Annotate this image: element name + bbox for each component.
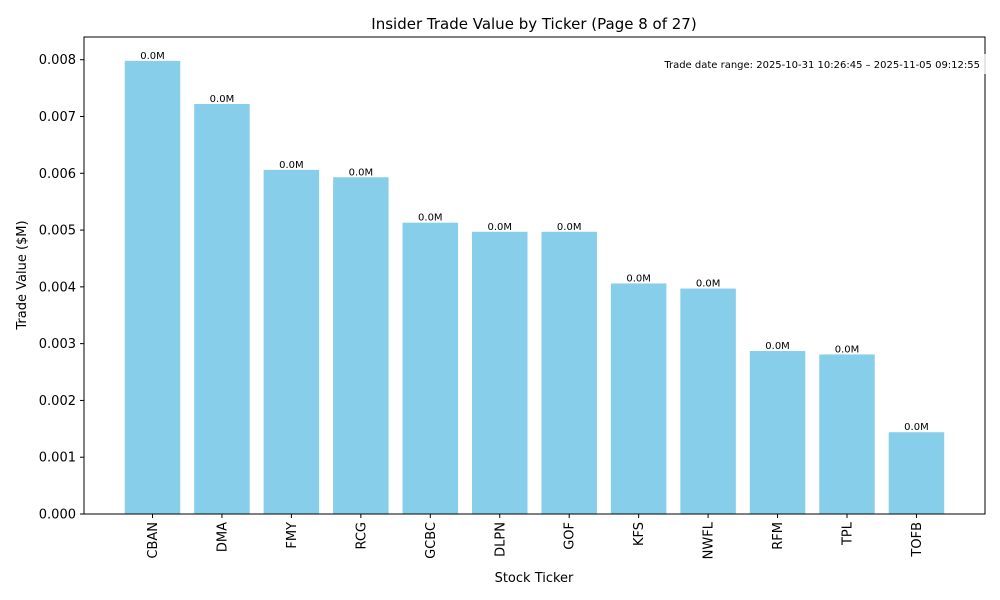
x-tick-label-rcg: RCG	[354, 522, 369, 550]
y-tick-label-1: 0.001	[39, 451, 76, 466]
bar-rfm	[749, 351, 806, 514]
x-axis-label: Stock Ticker	[495, 571, 574, 586]
bar-data-label-dma: 0.0M	[210, 94, 235, 105]
x-tick-label-fmy: FMY	[285, 522, 300, 549]
bar-data-label-cban: 0.0M	[140, 51, 165, 62]
y-tick-label-8: 0.008	[39, 53, 76, 68]
y-axis-label: Trade Value ($M)	[15, 220, 30, 330]
bar-data-label-rcg: 0.0M	[349, 167, 374, 178]
bars-group	[124, 60, 945, 514]
x-tick-label-kfs: KFS	[632, 522, 647, 546]
x-tick-label-dlpn: DLPN	[493, 522, 508, 557]
x-tick-label-dma: DMA	[215, 522, 230, 552]
x-tick-label-nwfl: NWFL	[702, 521, 717, 559]
bar-tofb	[888, 432, 945, 514]
x-tick-label-gcbc: GCBC	[424, 522, 439, 559]
x-tick-label-rfm: RFM	[771, 522, 786, 550]
bar-data-label-nwfl: 0.0M	[696, 279, 721, 290]
x-tick-label-tofb: TOFB	[910, 522, 925, 558]
bar-cban	[124, 60, 181, 514]
bar-data-label-kfs: 0.0M	[626, 273, 651, 284]
bar-data-label-fmy: 0.0M	[279, 160, 304, 171]
y-tick-label-4: 0.004	[39, 280, 76, 295]
y-tick-label-6: 0.006	[39, 167, 76, 182]
bar-data-label-dlpn: 0.0M	[487, 222, 512, 233]
x-tick-label-gof: GOF	[563, 522, 578, 550]
bar-gof	[541, 231, 597, 514]
bar-labels-group: 0.0M 0.0M 0.0M 0.0M 0.0M 0.0M 0.0M 0.0M 0.0M 0.0M…	[140, 51, 928, 433]
chart-title: Insider Trade Value by Ticker (Page 8 of…	[371, 15, 696, 33]
x-tick-label-cban: CBAN	[146, 522, 161, 559]
y-tick-label-0: 0.000	[39, 508, 76, 523]
y-tick-label-2: 0.002	[39, 394, 76, 409]
bar-data-label-tofb: 0.0M	[904, 422, 929, 433]
trade-date-range-annotation: Trade date range: 2025-10-31 10:26:45 – …	[663, 60, 980, 71]
bar-data-label-rfm: 0.0M	[765, 341, 790, 352]
bar-data-label-tpl: 0.0M	[835, 344, 860, 355]
bar-fmy	[263, 169, 320, 514]
bar-gcbc	[402, 222, 459, 514]
bar-data-label-gof: 0.0M	[557, 222, 582, 233]
x-tick-label-tpl: TPL	[841, 521, 856, 546]
x-axis: CBAN DMA FMY RCG GCBC DLPN GOF KFS NWFL RFM TPL TOF…	[146, 514, 925, 559]
y-tick-label-5: 0.005	[39, 224, 76, 239]
bar-dma	[194, 104, 250, 514]
y-tick-label-7: 0.007	[39, 110, 76, 125]
bar-rcg	[333, 177, 389, 514]
y-tick-label-3: 0.003	[39, 337, 76, 352]
bar-dlpn	[472, 231, 528, 514]
bar-data-label-gcbc: 0.0M	[418, 213, 443, 224]
bar-tpl	[819, 354, 875, 514]
bar-nwfl	[680, 288, 736, 514]
bar-kfs	[610, 283, 667, 514]
plot-frame	[83, 36, 986, 515]
y-axis: 0.000 0.001 0.002 0.003 0.004 0.005 0.006 0.007…	[39, 53, 84, 523]
